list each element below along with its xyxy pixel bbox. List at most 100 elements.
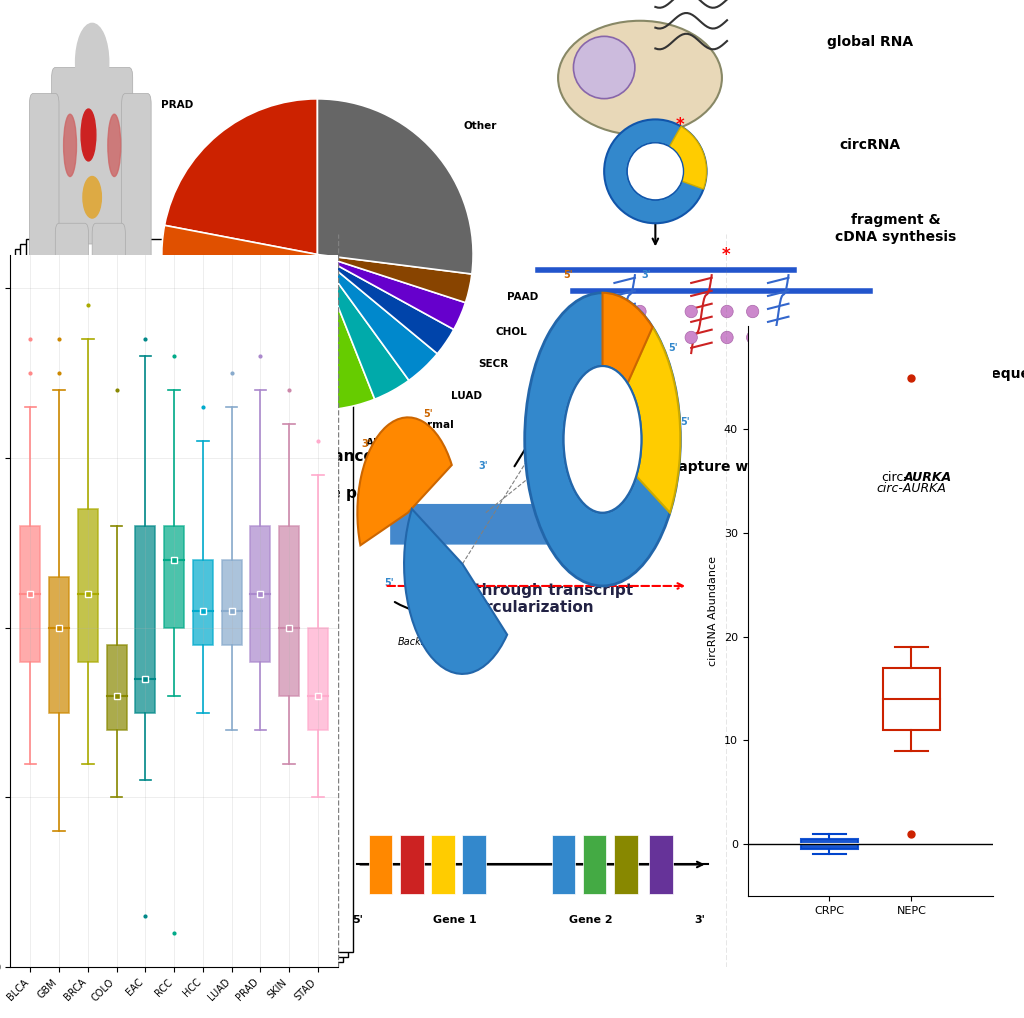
Ellipse shape [83,176,101,218]
Text: 3': 3' [694,915,706,925]
FancyBboxPatch shape [51,67,133,244]
Circle shape [721,305,733,318]
Wedge shape [602,293,652,440]
Text: circ-AURKA: circ-AURKA [877,482,946,495]
Circle shape [685,331,697,344]
FancyArrow shape [389,503,635,546]
Circle shape [583,305,595,318]
Bar [250,526,270,662]
Bar [431,835,455,894]
Bar [308,628,328,730]
Wedge shape [317,254,454,353]
Bar [463,835,485,894]
Text: 3': 3' [563,315,573,324]
Wedge shape [404,509,507,674]
Bar [369,835,392,894]
Text: 5': 5' [352,915,362,925]
Bar [279,526,299,695]
Text: Novel biomarkers: Novel biomarkers [815,591,967,607]
Text: AURKA: AURKA [904,471,951,485]
Circle shape [563,366,641,513]
Wedge shape [289,254,337,410]
Text: BRCA: BRCA [99,303,131,314]
Wedge shape [357,417,452,546]
Text: Gene 2: Gene 2 [569,915,612,925]
Text: global RNA: global RNA [827,35,913,49]
Wedge shape [162,225,317,361]
Bar [20,526,40,662]
Ellipse shape [558,20,722,135]
Text: 5': 5' [385,578,394,588]
Bar [164,526,184,628]
Ellipse shape [108,114,121,176]
Wedge shape [317,254,466,330]
Text: 5': 5' [680,416,690,427]
Circle shape [685,305,697,318]
Wedge shape [317,254,472,302]
Wedge shape [602,327,680,513]
Text: circ-: circ- [882,471,908,485]
Text: 5': 5' [424,409,433,419]
Text: 5': 5' [669,343,678,353]
Circle shape [627,143,684,200]
Ellipse shape [81,109,96,161]
Bar [614,835,638,894]
Circle shape [604,119,707,223]
Bar [193,560,213,644]
Wedge shape [204,254,317,407]
Wedge shape [165,99,317,254]
Circle shape [634,305,646,318]
Wedge shape [655,126,707,189]
Ellipse shape [76,23,109,101]
Circle shape [627,143,684,200]
Circle shape [634,331,646,344]
Circle shape [608,305,621,318]
Text: Gene 1: Gene 1 [433,915,476,925]
Bar [583,835,606,894]
Text: samples & cell line panel: samples & cell line panel [180,486,393,501]
Bar [649,835,673,894]
Text: 3': 3' [478,461,487,470]
Text: *: * [676,116,684,133]
Circle shape [721,331,733,344]
Bar [552,835,575,894]
Text: 3': 3' [641,270,651,280]
Text: Readthrough transcript
circularization: Readthrough transcript circularization [431,582,634,615]
Text: Backsplice: Backsplice [397,636,450,646]
Text: circRNA: circRNA [840,138,901,153]
Text: SARC: SARC [193,420,223,430]
FancyBboxPatch shape [30,94,59,270]
Text: 3': 3' [361,439,371,449]
Bar [801,839,858,849]
Bar [78,509,98,662]
Text: MiOncoCirc: MiOncoCirc [20,538,179,561]
Text: CHOL: CHOL [496,327,527,337]
Bar [49,577,70,713]
Bar [400,835,424,894]
Circle shape [583,331,595,344]
Text: *: * [722,245,730,264]
Text: capture with RNA probes: capture with RNA probes [670,460,866,474]
Text: →: → [936,332,948,346]
Circle shape [563,366,641,513]
Text: LUAD: LUAD [451,391,481,401]
Circle shape [573,37,635,99]
Wedge shape [317,254,409,399]
Circle shape [524,293,680,586]
Text: Isoforms abundance: Isoforms abundance [46,591,220,607]
FancyBboxPatch shape [92,223,125,400]
Circle shape [563,366,641,513]
FancyBboxPatch shape [122,94,152,270]
Bar [135,526,156,713]
FancyBboxPatch shape [55,223,88,400]
Y-axis label: circRNA Abundance: circRNA Abundance [709,556,718,666]
Circle shape [746,305,759,318]
Bar [106,644,127,730]
Text: ALL: ALL [366,438,387,448]
Text: SECR: SECR [478,359,509,369]
Text: 5': 5' [563,270,573,280]
Wedge shape [317,254,437,381]
Ellipse shape [63,114,77,176]
Circle shape [746,331,759,344]
Text: sequencing: sequencing [983,366,1024,381]
